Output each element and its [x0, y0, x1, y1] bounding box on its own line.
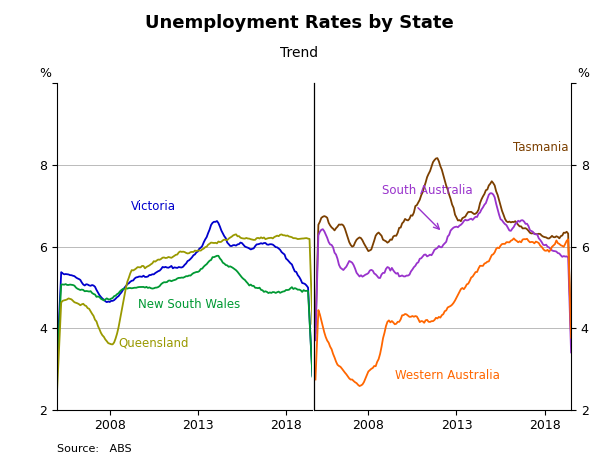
Text: Unemployment Rates by State: Unemployment Rates by State — [145, 14, 453, 32]
Text: Queensland: Queensland — [118, 337, 189, 350]
Text: South Australia: South Australia — [383, 183, 473, 196]
Text: %: % — [39, 67, 51, 80]
Text: Victoria: Victoria — [132, 200, 176, 213]
Text: Source:   ABS: Source: ABS — [57, 444, 132, 454]
Text: Trend: Trend — [280, 46, 318, 60]
Text: Western Australia: Western Australia — [395, 369, 500, 382]
Text: New South Wales: New South Wales — [138, 298, 240, 311]
Text: Tasmania: Tasmania — [513, 141, 569, 154]
Text: %: % — [577, 67, 589, 80]
